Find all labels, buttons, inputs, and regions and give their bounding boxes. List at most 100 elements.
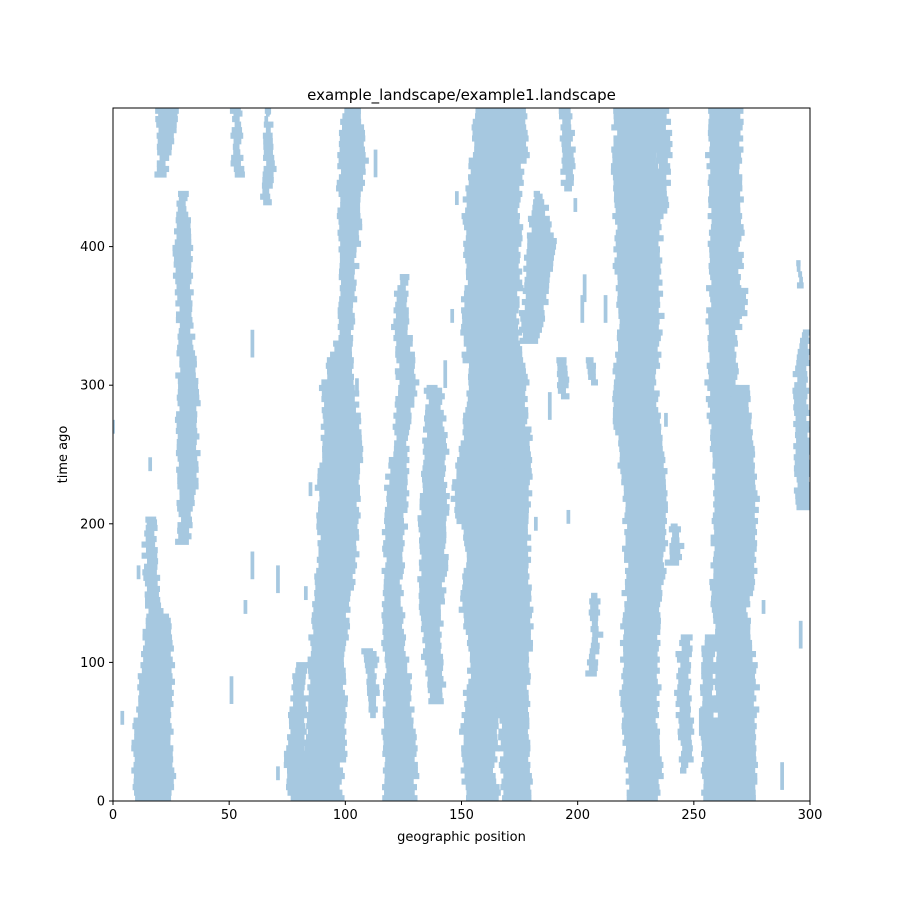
occupancy-cell: [712, 667, 757, 674]
occupancy-cell: [394, 429, 410, 436]
occupancy-cell: [674, 689, 690, 696]
occupancy-cell: [503, 750, 530, 757]
occupancy-band: [585, 592, 604, 677]
occupancy-cell: [728, 573, 755, 580]
occupancy-cell: [464, 772, 496, 780]
occupancy-cell: [340, 196, 361, 203]
occupancy-cell: [526, 232, 554, 239]
occupancy-cell: [625, 778, 659, 785]
occupancy-cell: [501, 778, 533, 785]
occupancy-cell: [466, 789, 501, 796]
occupancy-cell: [469, 651, 514, 658]
occupancy-cell: [470, 662, 511, 669]
occupancy-cell: [797, 481, 810, 489]
occupancy-cell: [675, 700, 691, 708]
occupancy-cell: [622, 717, 656, 724]
occupancy-cell: [178, 328, 191, 335]
occupancy-cell: [368, 695, 377, 702]
occupancy-cell: [336, 213, 361, 220]
occupancy-cell: [325, 362, 354, 369]
occupancy-cell: [502, 795, 532, 801]
occupancy-cell: [500, 556, 532, 563]
occupancy-cell: [701, 789, 724, 796]
occupancy-cell: [624, 628, 661, 635]
occupancy-cell: [173, 256, 193, 263]
occupancy-cell: [393, 290, 409, 297]
occupancy-cell: [507, 473, 533, 480]
occupancy-cell: [625, 750, 660, 757]
occupancy-cell: [618, 434, 663, 441]
occupancy-cell: [311, 612, 346, 619]
occupancy-cell: [338, 274, 355, 281]
occupancy-cell: [678, 678, 692, 685]
occupancy-cell: [327, 373, 354, 380]
occupancy-cell: [497, 645, 533, 652]
occupancy-cell: [512, 152, 530, 159]
occupancy-cell: [337, 152, 366, 159]
occupancy-cell: [324, 401, 360, 408]
occupancy-cell: [179, 322, 194, 329]
occupancy-cell: [287, 734, 305, 741]
occupancy-cell: [708, 418, 737, 425]
occupancy-cell: [320, 423, 360, 430]
occupancy-cell: [501, 545, 532, 552]
occupancy-cell: [525, 293, 547, 300]
occupancy-cell: [712, 456, 741, 464]
occupancy-cell: [262, 188, 270, 195]
occupancy-cell: [142, 569, 157, 576]
occupancy-cell: [175, 217, 191, 224]
occupancy-cell: [624, 606, 660, 613]
occupancy-cell: [176, 283, 190, 290]
occupancy-cell: [393, 451, 408, 458]
occupancy-cell: [234, 171, 245, 178]
occupancy-cell: [709, 185, 743, 192]
occupancy-cell: [613, 118, 659, 125]
occupancy-cell: [620, 623, 661, 630]
occupancy-cell: [422, 437, 446, 444]
occupancy-cell: [727, 529, 758, 536]
occupancy-cell: [463, 567, 516, 574]
occupancy-cell: [795, 365, 807, 372]
occupancy-cell: [614, 268, 662, 275]
occupancy-cell: [701, 750, 721, 757]
occupancy-cell: [361, 648, 373, 655]
occupancy-cell: [463, 335, 519, 342]
occupancy-cell: [459, 728, 497, 735]
occupancy-cell: [716, 662, 758, 669]
occupancy-cell: [233, 138, 242, 145]
occupancy-cell: [622, 617, 661, 624]
occupancy-cell: [384, 656, 410, 663]
occupancy-cell: [670, 523, 678, 530]
occupancy-cell: [320, 434, 362, 441]
occupancy-cell: [290, 695, 309, 702]
occupancy-cell: [729, 584, 755, 591]
occupancy-cell: [423, 459, 445, 466]
occupancy-cell: [799, 337, 810, 344]
occupancy-cell: [418, 559, 449, 566]
occupancy-cell: [624, 734, 660, 741]
occupancy-patch: [373, 149, 378, 178]
occupancy-cell: [700, 728, 720, 735]
occupancy-cell: [463, 434, 524, 441]
occupancy-cell: [177, 455, 198, 462]
occupancy-cell: [136, 706, 171, 713]
occupancy-cell: [367, 673, 377, 680]
occupancy-band: [674, 634, 695, 774]
occupancy-cell: [156, 121, 177, 128]
occupancy-cell: [612, 157, 656, 164]
occupancy-cell: [503, 789, 532, 796]
occupancy-cell: [713, 639, 753, 647]
occupancy-cell: [732, 418, 752, 425]
occupancy-cell: [231, 154, 244, 161]
occupancy-cell: [500, 517, 529, 525]
occupancy-cell: [621, 684, 662, 691]
occupancy-cell: [658, 163, 671, 170]
occupancy-cell: [562, 118, 571, 125]
occupancy-cell: [450, 495, 517, 502]
occupancy-cell: [732, 545, 757, 552]
occupancy-cell: [701, 761, 718, 769]
occupancy-cell: [731, 468, 755, 475]
occupancy-cell: [429, 692, 443, 699]
x-tick-label: 50: [221, 808, 238, 823]
occupancy-patch: [603, 295, 608, 323]
